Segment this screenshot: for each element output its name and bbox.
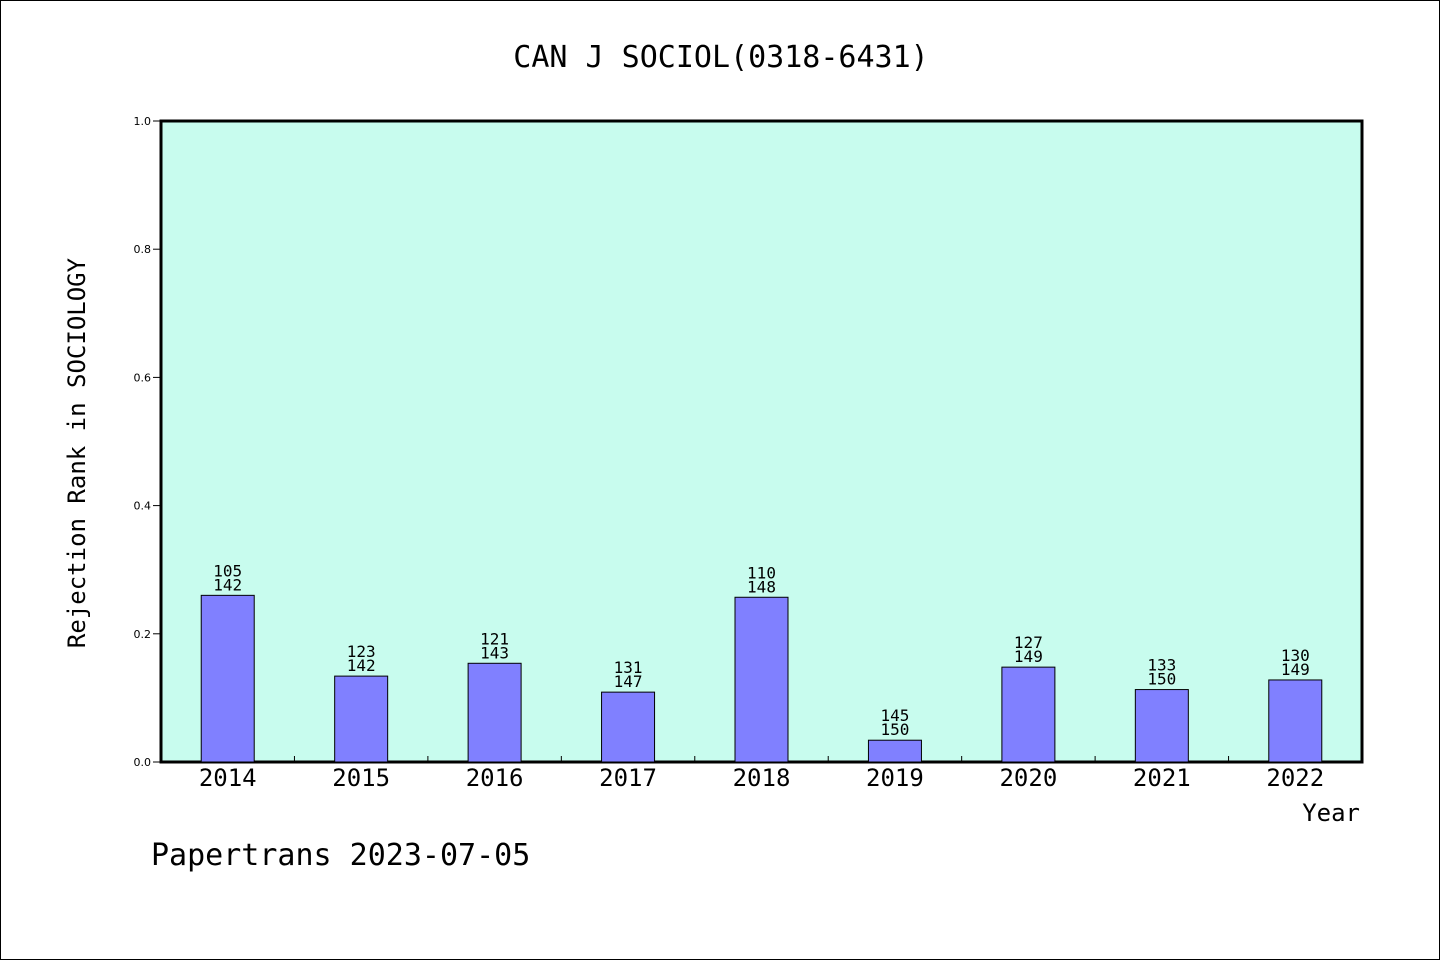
bar-total-label: 147 — [614, 672, 643, 691]
x-tick-label: 2014 — [199, 764, 257, 792]
bar-rank-label: 130 — [1281, 646, 1310, 665]
chart-title: CAN J SOCIOL(0318-6431) — [513, 40, 928, 75]
bar-2019 — [867, 739, 922, 763]
y-tick-label: 1.0 — [134, 115, 152, 128]
bar-2020 — [1001, 666, 1056, 763]
bar-2021 — [1134, 689, 1189, 763]
bar-rank-label: 127 — [1014, 633, 1043, 652]
bar-total-label: 142 — [347, 656, 376, 675]
x-tick-label: 2016 — [466, 764, 524, 792]
bar-rank-label: 131 — [614, 658, 643, 677]
bar-total-label: 142 — [213, 575, 242, 594]
x-tick-label: 2018 — [733, 764, 791, 792]
bar-total-label: 149 — [1281, 660, 1310, 679]
y-tick-label: 0.2 — [134, 628, 152, 641]
x-axis: 2014 2015 2016 2017 2018 2019 2020 2021 2022 — [199, 756, 1324, 792]
y-axis-label: Rejection Rank in SOCIOLOGY — [63, 257, 91, 648]
y-tick-label: 0.8 — [134, 243, 152, 256]
bar-total-label: 149 — [1014, 647, 1043, 666]
y-axis: 0.0 0.2 0.4 0.6 0.8 1.0 — [134, 115, 161, 769]
bar-total-label: 148 — [747, 577, 776, 596]
x-tick-label: 2015 — [332, 764, 390, 792]
bar-rank-label: 123 — [347, 642, 376, 661]
x-tick-label: 2017 — [599, 764, 657, 792]
bar-total-label: 150 — [880, 720, 909, 739]
bar-total-label: 143 — [480, 643, 509, 662]
x-tick-label: 2022 — [1266, 764, 1324, 792]
bar-total-label: 150 — [1147, 670, 1176, 689]
y-tick-label: 0.4 — [134, 500, 152, 513]
bar-rank-label: 145 — [880, 706, 909, 725]
bar-2018 — [734, 596, 789, 763]
y-tick-label: 0.0 — [134, 756, 152, 769]
bar-series: 1051421231421211431311471101481451501271… — [200, 561, 1323, 763]
bar-2017 — [601, 691, 656, 763]
bar-2016 — [467, 662, 522, 763]
bar-2014 — [200, 594, 255, 763]
bar-2022 — [1268, 679, 1323, 763]
bar-rank-label: 110 — [747, 563, 776, 582]
y-tick-label: 0.6 — [134, 371, 152, 384]
bar-rank-label: 133 — [1147, 656, 1176, 675]
x-tick-label: 2021 — [1133, 764, 1191, 792]
bar-2015 — [334, 675, 389, 763]
footer-text: Papertrans 2023-07-05 — [151, 838, 530, 873]
x-axis-label: Year — [1302, 799, 1360, 827]
x-tick-label: 2020 — [999, 764, 1057, 792]
bar-rank-label: 105 — [213, 561, 242, 580]
bar-rank-label: 121 — [480, 629, 509, 648]
x-tick-label: 2019 — [866, 764, 924, 792]
